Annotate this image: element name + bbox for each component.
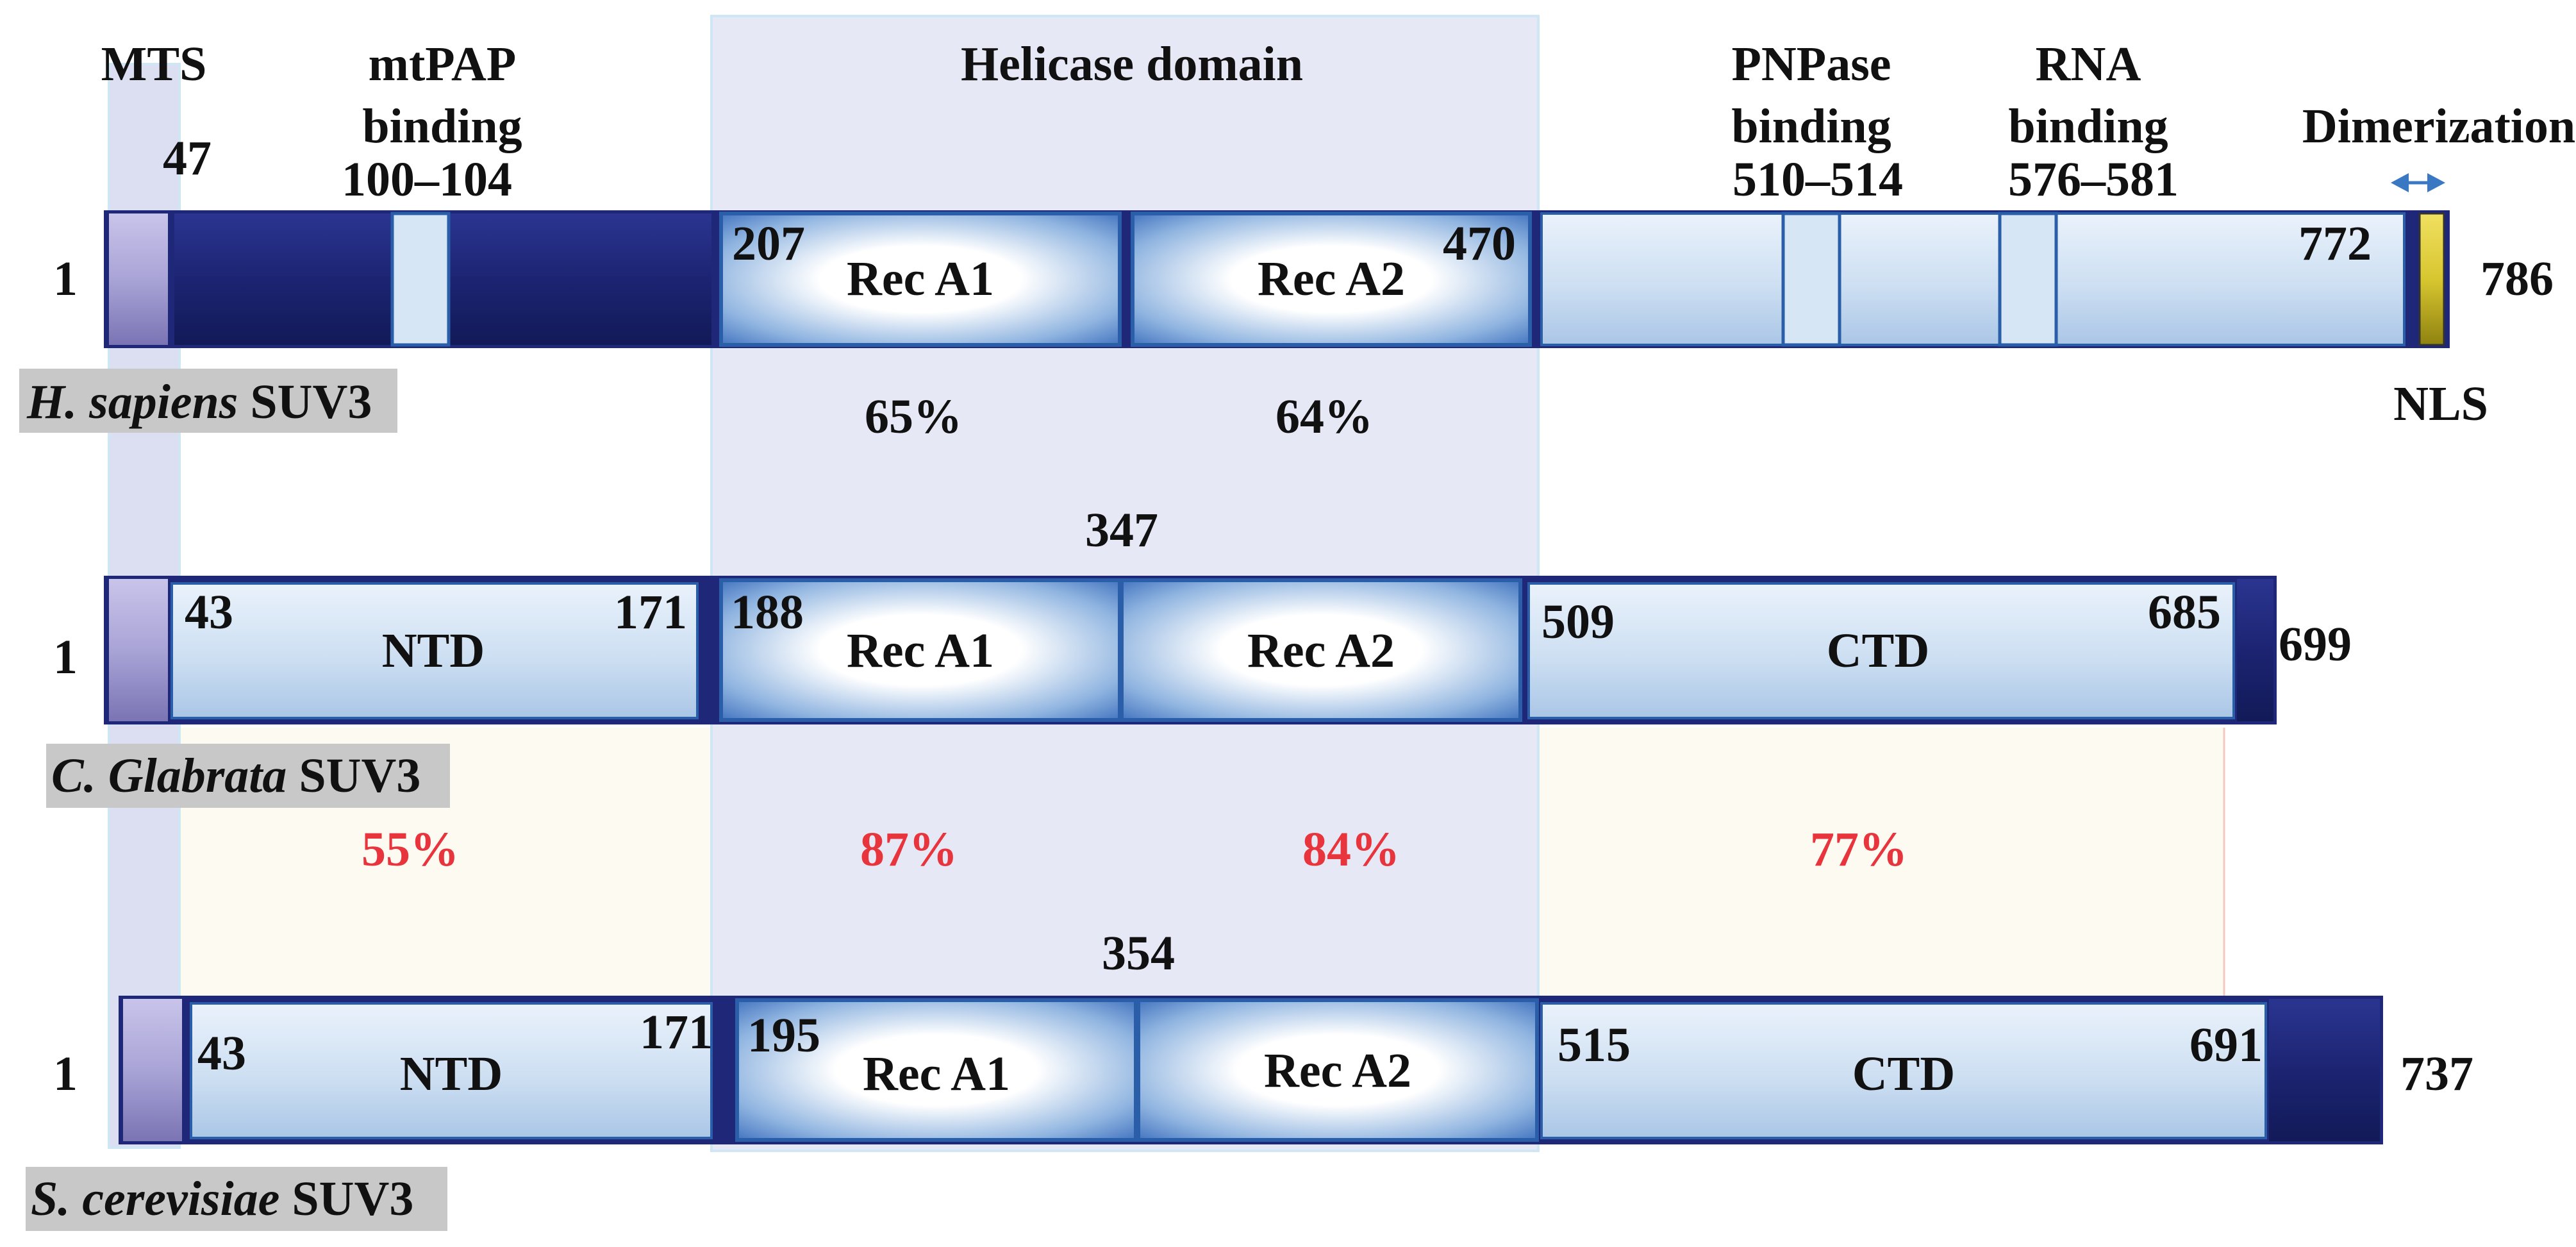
- glabrata-suv3-bar: [104, 576, 2277, 724]
- glabrata-rec-a1-label: Rec A1: [847, 624, 994, 678]
- human-position-207: 207: [732, 217, 805, 271]
- ntd-domain: [190, 1002, 713, 1139]
- glabrata-ctd-label: CTD: [1827, 624, 1929, 678]
- cerevisiae-position-43: 43: [197, 1026, 246, 1080]
- cerevisiae-position-354: 354: [1102, 926, 1175, 980]
- mtpap-binding-label: binding: [362, 99, 522, 153]
- glabrata-position-43: 43: [185, 585, 233, 639]
- rec-a2-domain: [1136, 998, 1539, 1142]
- identity-reca2-human: 64%: [1276, 390, 1373, 444]
- cerevisiae-species-label: S. cerevisiae SUV3: [31, 1172, 413, 1226]
- cerevisiae-position-171: 171: [640, 1005, 713, 1059]
- cerevisiae-end-position: 737: [2400, 1047, 2473, 1101]
- rec-a1-domain: [735, 998, 1138, 1142]
- rna-binding-site: [1998, 212, 2058, 347]
- ctd-region-segment: [1540, 212, 2406, 346]
- ctd-domain: [1527, 582, 2235, 719]
- pnpase-binding-label: PNPase: [1731, 37, 1891, 91]
- cerevisiae-rec-a1-label: Rec A1: [863, 1047, 1010, 1101]
- cerevisiae-position-515: 515: [1558, 1018, 1631, 1072]
- identity-reca1-human: 65%: [865, 390, 962, 444]
- mts-label: MTS: [101, 37, 207, 91]
- glabrata-position-347: 347: [1085, 503, 1158, 557]
- rec-a1-domain: [719, 212, 1122, 347]
- dimerization-label: Dimerization: [2302, 99, 2575, 153]
- rec-a1-domain: [719, 578, 1122, 722]
- cerevisiae-position-691: 691: [2190, 1018, 2263, 1072]
- cerevisiae-start-position: 1: [53, 1047, 78, 1101]
- human-end-position: 786: [2480, 252, 2554, 306]
- human-start-position: 1: [53, 252, 78, 306]
- pnpase-binding-site: [1781, 212, 1841, 347]
- human-pnpase-range: 510–514: [1733, 153, 1903, 206]
- identity-reca1: 87%: [860, 823, 958, 876]
- dimerization-arrow-icon: [2391, 173, 2445, 192]
- human-species-tag: [19, 369, 397, 433]
- cerevisiae-ctd-label: CTD: [1852, 1047, 1955, 1101]
- glabrata-species-label: C. Glabrata SUV3: [51, 749, 420, 803]
- mtpap-binding-site: [390, 212, 451, 347]
- rec-a2-domain: [1120, 578, 1522, 722]
- glabrata-position-171: 171: [614, 585, 687, 639]
- ntd-domain: [170, 582, 699, 719]
- mts-segment: [123, 999, 182, 1141]
- mts-segment: [109, 579, 168, 721]
- glabrata-start-position: 1: [53, 630, 78, 684]
- human-suv3-bar: [104, 210, 2450, 348]
- human-position-47: 47: [163, 131, 212, 185]
- cerevisiae-position-195: 195: [747, 1008, 820, 1062]
- glabrata-position-509: 509: [1541, 595, 1615, 649]
- identity-ctd: 77%: [1810, 823, 1907, 876]
- identity-reca2: 84%: [1302, 823, 1400, 876]
- human-rec-a1-label: Rec A1: [847, 252, 994, 306]
- cerevisiae-rec-a2-label: Rec A2: [1264, 1044, 1411, 1098]
- glabrata-position-685: 685: [2148, 585, 2221, 639]
- human-rec-a2-label: Rec A2: [1258, 252, 1405, 306]
- cerevisiae-species-tag: [26, 1167, 447, 1231]
- glabrata-ntd-label: NTD: [382, 624, 485, 678]
- human-position-772: 772: [2298, 217, 2372, 271]
- helicase-domain-label: Helicase domain: [961, 37, 1303, 91]
- ctd-domain: [1540, 1002, 2267, 1139]
- nls-label: NLS: [2393, 377, 2488, 431]
- rec-a2-domain: [1131, 212, 1532, 347]
- identity-ntd: 55%: [361, 823, 459, 876]
- human-rna-range: 576–581: [2008, 153, 2179, 206]
- rna-binding-label: RNA: [2036, 37, 2141, 91]
- human-mtpap-range: 100–104: [342, 153, 512, 206]
- nls-segment: [2418, 212, 2445, 346]
- cerevisiae-ntd-label: NTD: [400, 1047, 503, 1101]
- glabrata-species-tag: [46, 744, 450, 808]
- glabrata-position-188: 188: [731, 585, 804, 639]
- cerevisiae-suv3-bar: [119, 996, 2383, 1144]
- glabrata-end-position: 699: [2279, 617, 2352, 671]
- human-species-label: H. sapiens SUV3: [26, 375, 372, 429]
- mtpap-binding-label: mtPAP: [369, 37, 517, 91]
- pnpase-binding-label: binding: [1731, 99, 1891, 153]
- human-position-470: 470: [1443, 217, 1516, 271]
- glabrata-rec-a2-label: Rec A2: [1247, 624, 1395, 678]
- mts-segment: [109, 213, 168, 345]
- rna-binding-label: binding: [2008, 99, 2168, 153]
